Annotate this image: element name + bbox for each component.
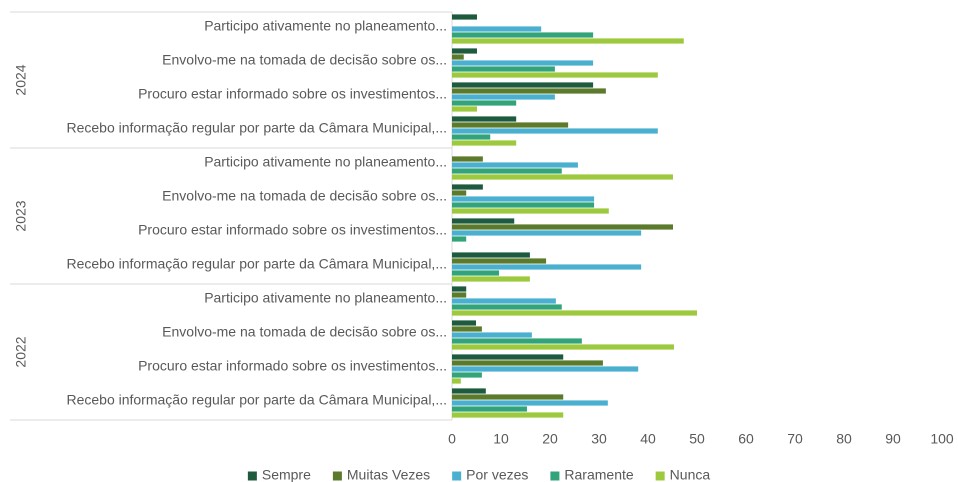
bar (452, 128, 658, 134)
bar (452, 320, 477, 326)
x-tick-label: 80 (836, 431, 852, 447)
category-label: Recebo informação regular por parte da C… (66, 256, 447, 272)
legend-marker (550, 471, 560, 481)
category-label: Envolvo-me na tomada de decisão sobre os… (162, 324, 447, 340)
bar (452, 326, 482, 332)
bar (452, 48, 477, 54)
bar (452, 106, 477, 112)
bar (452, 412, 564, 418)
category-label: Recebo informação regular por parte da C… (66, 392, 447, 408)
bar (452, 156, 483, 162)
legend-label: Raramente (564, 467, 633, 482)
category-label: Procuro estar informado sobre os investi… (138, 222, 447, 238)
bar (452, 122, 569, 128)
legend-marker (655, 471, 665, 481)
group-label: 2024 (13, 64, 29, 95)
bar (452, 88, 606, 94)
bar (452, 66, 555, 72)
category-label: Procuro estar informado sobre os investi… (138, 86, 447, 102)
bar (452, 276, 530, 282)
bar (452, 344, 674, 350)
bar (452, 252, 530, 258)
bar (452, 270, 500, 276)
x-tick-label: 20 (542, 431, 558, 447)
bar (452, 332, 532, 338)
category-label: Participo ativamente no planeamento... (204, 18, 447, 34)
x-tick-label: 90 (885, 431, 901, 447)
bar (452, 162, 578, 168)
legend-marker (247, 471, 257, 481)
bar (452, 72, 658, 78)
bar (452, 388, 486, 394)
bar (452, 116, 517, 122)
bar (452, 190, 467, 196)
bar (452, 140, 517, 146)
bar (452, 60, 594, 66)
x-tick-label: 50 (689, 431, 705, 447)
bar (452, 218, 515, 224)
bar (452, 304, 562, 310)
bar (452, 202, 595, 208)
legend-label: Sempre (262, 467, 311, 482)
bar (452, 406, 527, 412)
bar (452, 298, 556, 304)
bar (452, 366, 639, 372)
x-tick-label: 60 (738, 431, 754, 447)
x-tick-label: 10 (493, 431, 509, 447)
x-tick-label: 70 (787, 431, 803, 447)
group-label: 2022 (13, 336, 29, 367)
x-tick-label: 0 (448, 431, 456, 447)
legend-label: Nunca (670, 467, 711, 482)
x-tick-label: 40 (640, 431, 656, 447)
category-label: Participo ativamente no planeamento... (204, 290, 447, 306)
bar (452, 354, 564, 360)
bar (452, 378, 461, 384)
bar (452, 100, 517, 106)
x-tick-label: 30 (591, 431, 607, 447)
bar (452, 94, 555, 100)
bar (452, 184, 483, 190)
bar (452, 32, 594, 38)
group-label: 2023 (13, 200, 29, 231)
bar (452, 400, 608, 406)
bar (452, 224, 673, 230)
legend-marker (332, 471, 342, 481)
bar (452, 394, 564, 400)
bar (452, 310, 697, 316)
bar (452, 338, 582, 344)
category-label: Participo ativamente no planeamento... (204, 154, 447, 170)
legend-marker (452, 471, 462, 481)
bar (452, 168, 562, 174)
category-label: Recebo informação regular por parte da C… (66, 120, 447, 136)
bar (452, 360, 603, 366)
category-label: Procuro estar informado sobre os investi… (138, 358, 447, 374)
bar (452, 208, 609, 214)
x-tick-label: 100 (930, 431, 954, 447)
legend-label: Por vezes (466, 467, 528, 482)
bar (452, 264, 642, 270)
bar (452, 174, 673, 180)
bar (452, 230, 642, 236)
bar (452, 286, 467, 292)
bar (452, 14, 477, 20)
category-label: Envolvo-me na tomada de decisão sobre os… (162, 52, 447, 68)
legend-label: Muitas Vezes (347, 467, 430, 482)
bar (452, 372, 482, 378)
bar (452, 258, 547, 264)
bar (452, 134, 491, 140)
bar (452, 26, 542, 32)
bar (452, 292, 467, 298)
bar (452, 54, 464, 60)
category-label: Envolvo-me na tomada de decisão sobre os… (162, 188, 447, 204)
bar (452, 196, 595, 202)
bar (452, 82, 594, 88)
bar (452, 236, 467, 242)
bar (452, 38, 684, 44)
